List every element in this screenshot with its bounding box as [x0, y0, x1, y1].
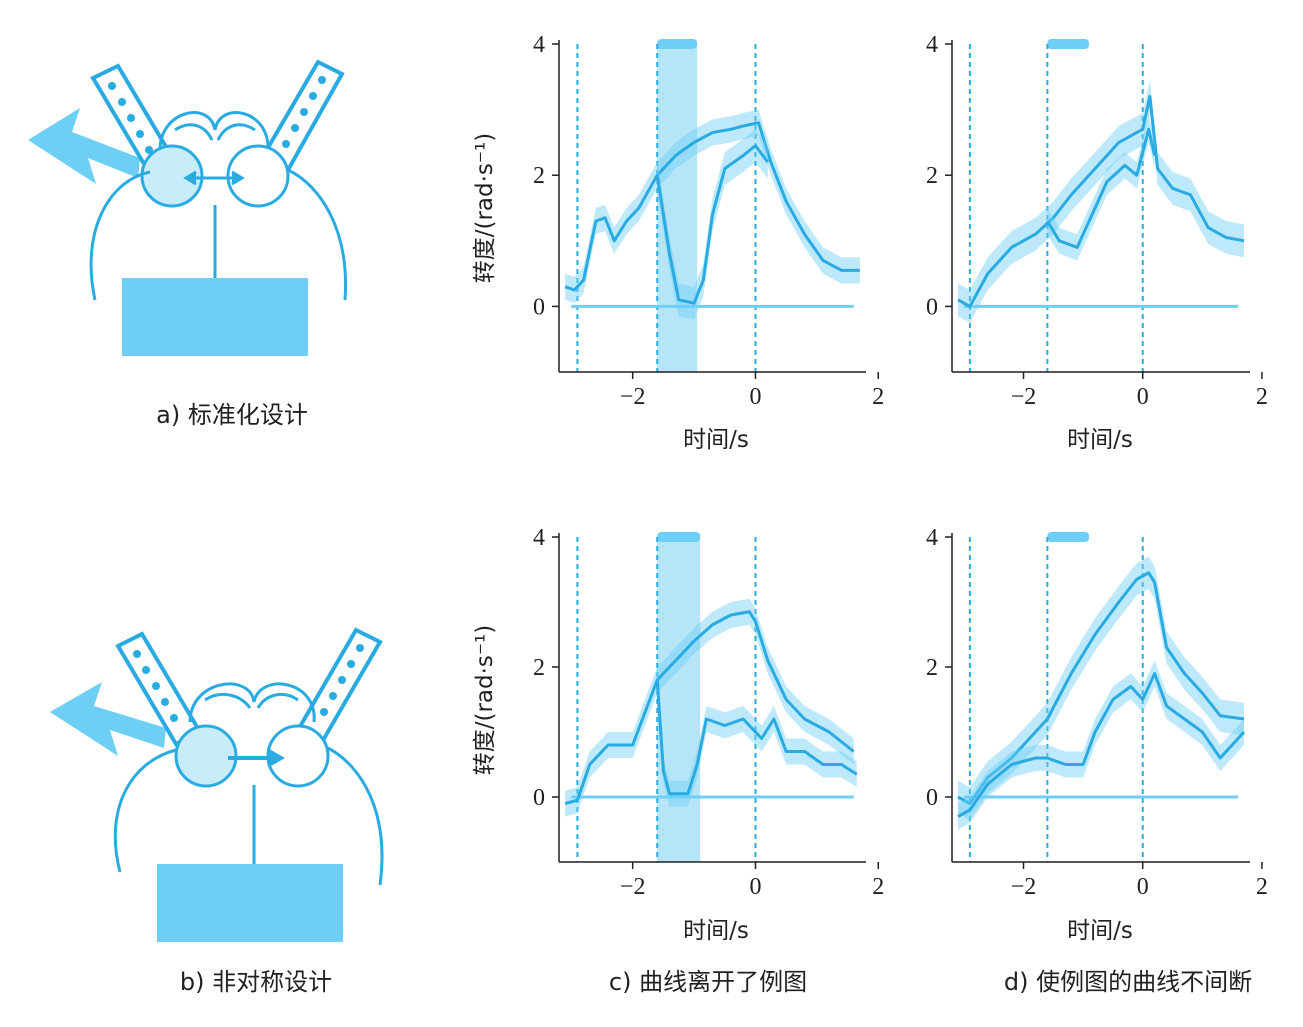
series-0-line: [564, 610, 855, 805]
x-axis-label: 时间/s: [1067, 918, 1133, 944]
stimulus-bar: [1047, 39, 1090, 49]
series-1-line: [957, 672, 1246, 818]
stimulus-bar: [1047, 532, 1090, 542]
series-1-error-band: [1047, 116, 1155, 261]
lightning-bolt-icon: [50, 682, 166, 756]
chart-top-left: 0 2 4 −2 0 2 时间/s 转度/(rad·s⁻¹): [472, 32, 884, 453]
series-1-error-band: [657, 667, 857, 807]
x-tick-label: 2: [1256, 384, 1268, 410]
y-tick-label: 2: [926, 163, 938, 189]
chart-bottom-right: 0 2 4 −2 0 2 时间/s: [926, 525, 1268, 944]
brain-icon: [89, 111, 348, 301]
chart-bottom-left: 0 2 4 −2 0 2 时间/s 转度/(rad·s⁻¹): [472, 525, 884, 944]
chart-top-right: 0 2 4 −2 0 2 时间/s: [926, 32, 1268, 453]
x-tick-label: −2: [1011, 874, 1037, 900]
y-tick-label: 0: [926, 785, 938, 811]
series-1-line: [655, 679, 858, 796]
caption-c: c) 曲线离开了例图: [609, 968, 807, 996]
x-axis-label: 时间/s: [683, 918, 749, 944]
stimulus-shade: [657, 44, 698, 372]
y-tick-label: 4: [926, 525, 938, 551]
series-1-line: [655, 144, 769, 305]
series-1-line: [1046, 127, 1157, 249]
y-tick-label: 4: [926, 32, 938, 58]
series-0-error-band: [565, 598, 854, 817]
x-tick-label: 0: [749, 384, 761, 410]
y-tick-label: 4: [533, 525, 545, 551]
y-tick-label: 0: [533, 294, 545, 320]
x-tick-label: −2: [620, 384, 646, 410]
series-0-line: [564, 121, 860, 292]
x-tick-label: 2: [872, 384, 884, 410]
y-tick-label: 2: [533, 655, 545, 681]
recorder-box-icon: [122, 278, 308, 356]
x-axis-label: 时间/s: [683, 427, 749, 453]
y-tick-label: 0: [533, 785, 545, 811]
caption-d: d) 使例图的曲线不间断: [1004, 968, 1252, 996]
caption-a: a) 标准化设计: [156, 401, 308, 429]
x-tick-label: 0: [1137, 874, 1149, 900]
x-tick-label: 2: [872, 874, 884, 900]
x-axis-label: 时间/s: [1067, 427, 1133, 453]
stimulus-shade: [657, 537, 701, 862]
diagram-b: [50, 627, 384, 942]
y-tick-label: 4: [533, 32, 545, 58]
y-tick-label: 2: [926, 655, 938, 681]
x-tick-label: −2: [620, 874, 646, 900]
x-tick-label: 0: [1137, 384, 1149, 410]
x-tick-label: −2: [1011, 384, 1037, 410]
brain-icon: [113, 682, 384, 886]
electrode-icon: [295, 627, 383, 745]
y-axis-label: 转度/(rad·s⁻¹): [472, 625, 498, 776]
series-1-error-band: [957, 660, 1245, 830]
stimulus-bar: [657, 39, 698, 49]
y-tick-label: 2: [533, 163, 545, 189]
recorder-box-icon: [157, 864, 343, 942]
stimulus-bar: [657, 532, 701, 542]
x-tick-label: 0: [749, 874, 761, 900]
y-axis-label: 转度/(rad·s⁻¹): [472, 133, 498, 284]
diagram-a: [28, 59, 348, 356]
y-tick-label: 0: [926, 294, 938, 320]
caption-b: b) 非对称设计: [180, 968, 332, 996]
series-0-line: [957, 571, 1245, 805]
series-0-error-band: [957, 556, 1245, 820]
series-0-error-band: [957, 80, 1245, 323]
lightning-bolt-icon: [28, 108, 140, 184]
x-tick-label: 2: [1256, 874, 1268, 900]
series-0-line: [957, 94, 1245, 308]
